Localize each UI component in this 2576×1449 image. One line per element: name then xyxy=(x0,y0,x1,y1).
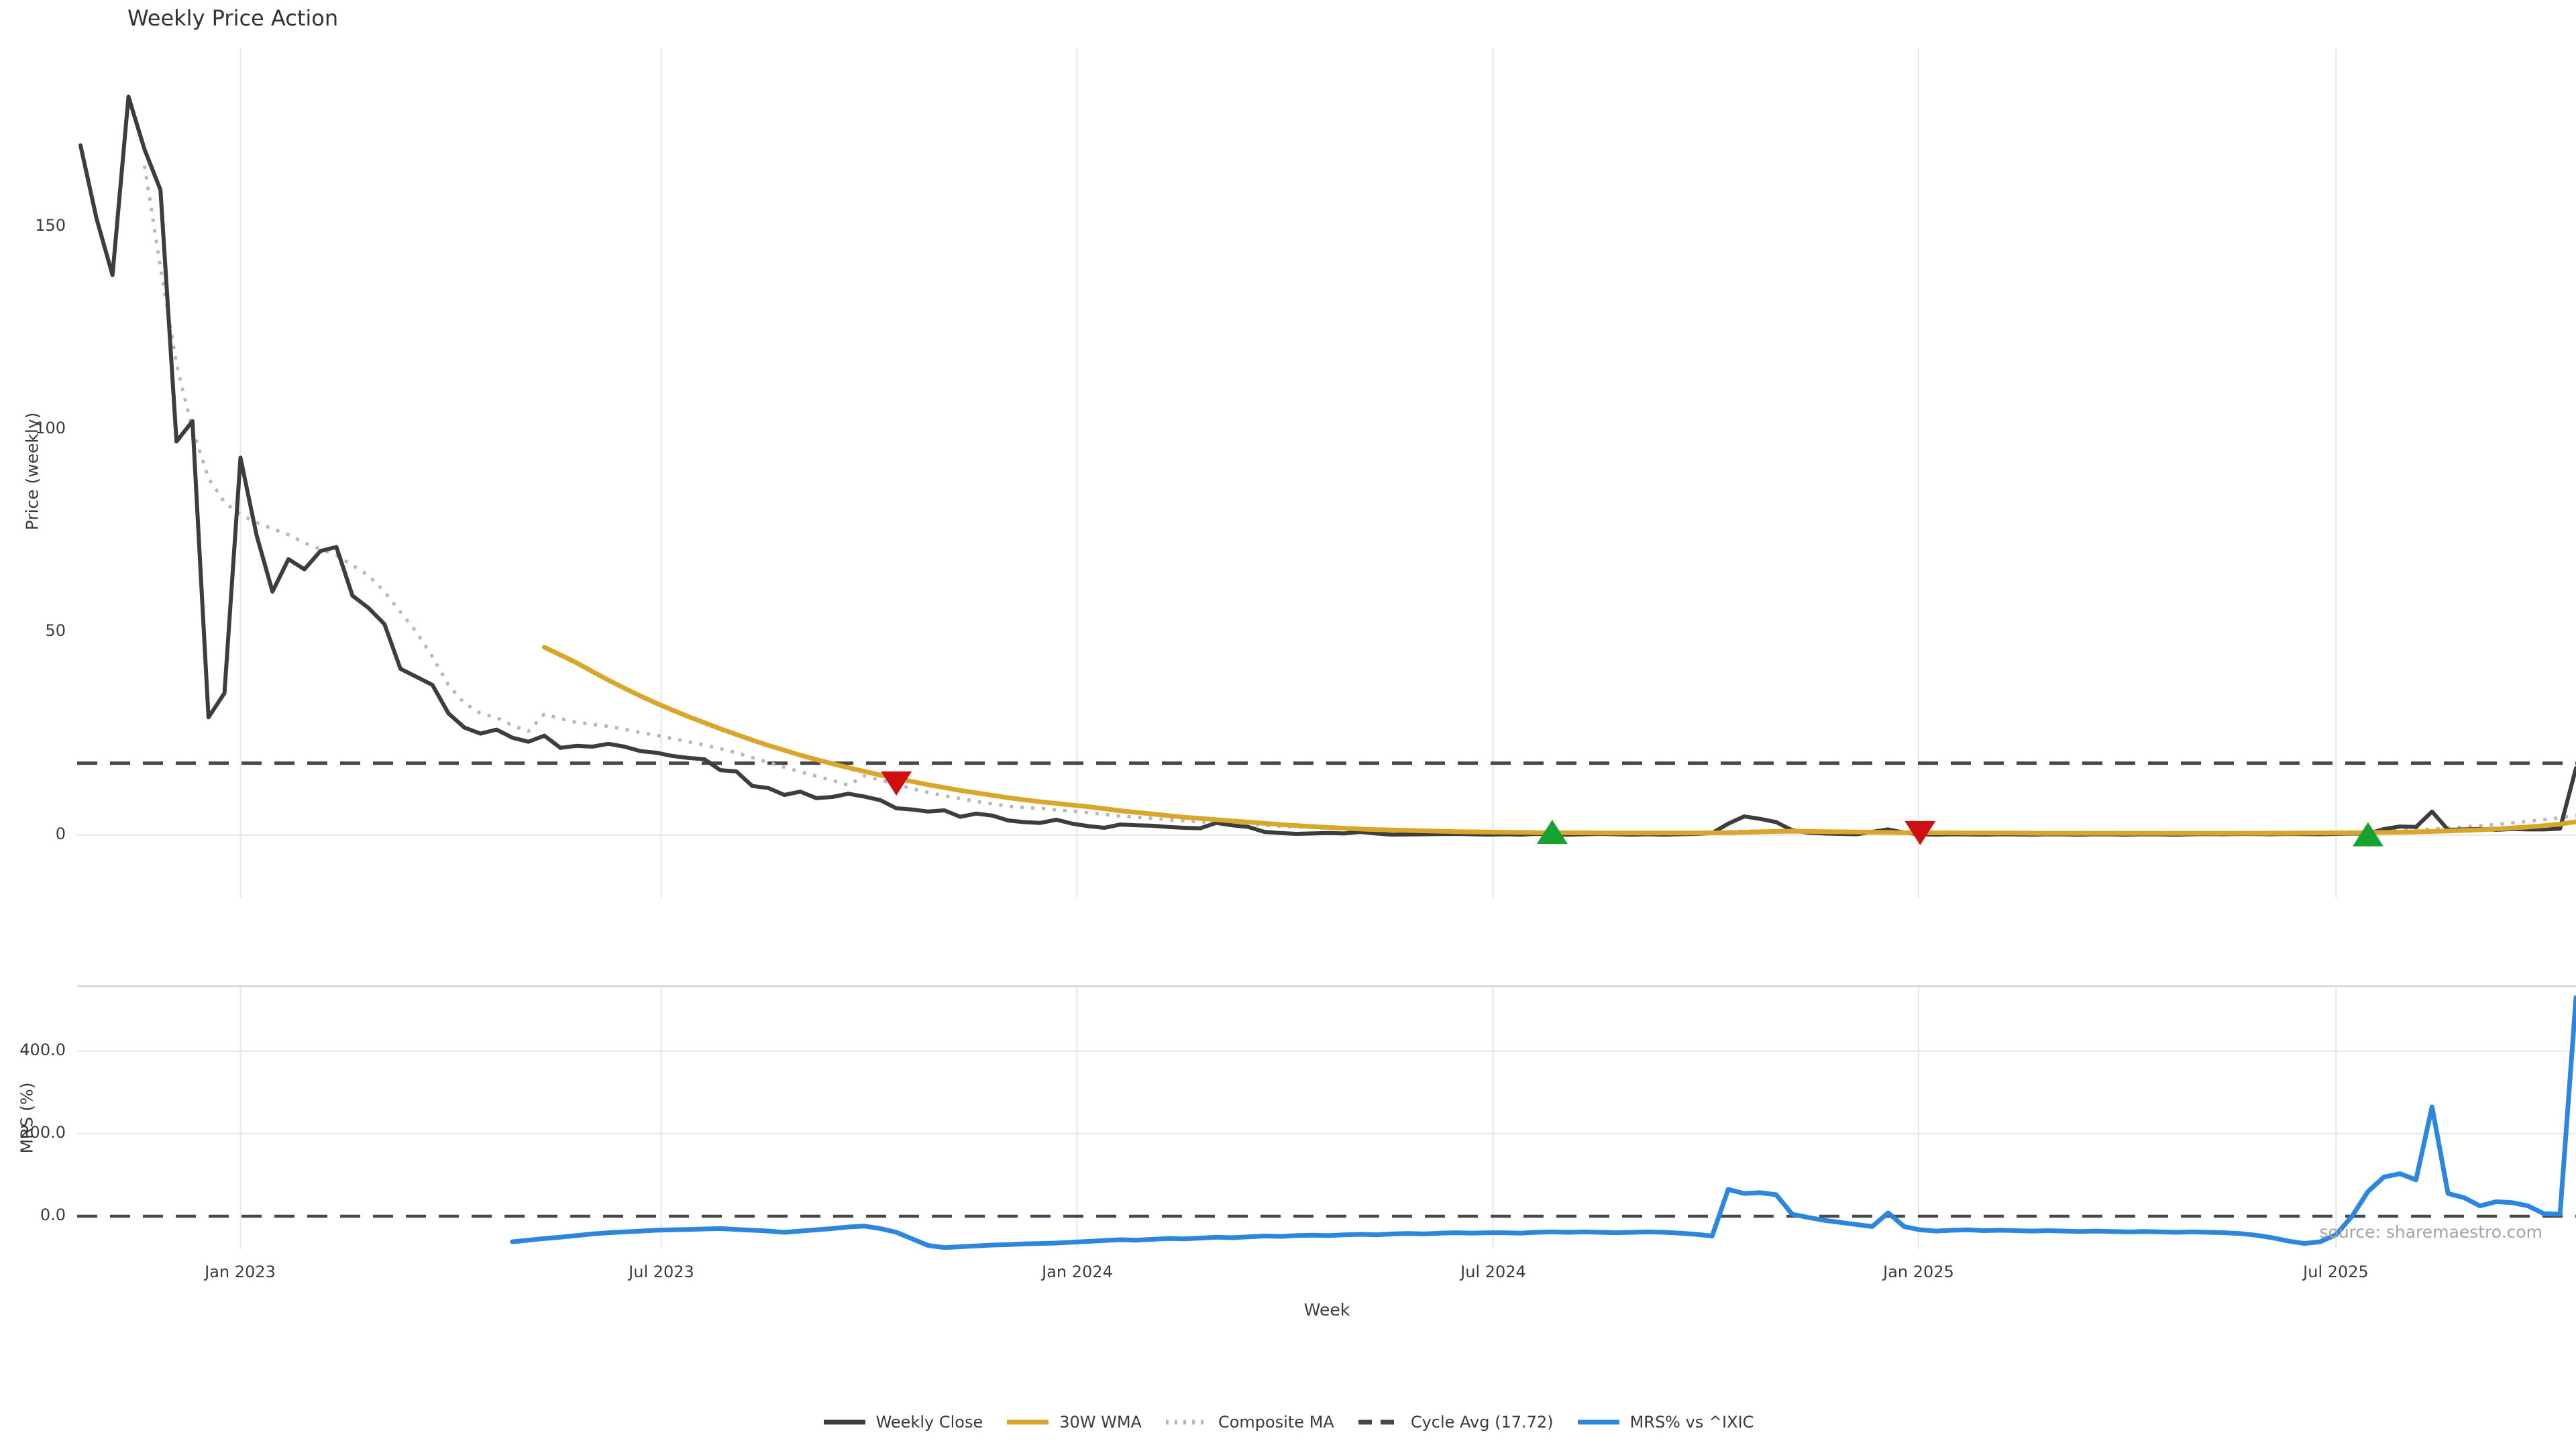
legend-item-cycle-avg-17-72-: Cycle Avg (17.72) xyxy=(1357,1413,1554,1432)
mrs-vs-ixic-line xyxy=(510,995,2576,1250)
y-tick-label: 150 xyxy=(35,216,66,235)
legend-swatch-icon xyxy=(1577,1419,1619,1425)
x-tick-label: Jan 2024 xyxy=(1042,1263,1113,1281)
legend-label: Cycle Avg (17.72) xyxy=(1410,1413,1554,1432)
mrs-panel xyxy=(77,985,2576,1250)
composite-ma-line xyxy=(142,165,2576,835)
weekly-close-line xyxy=(78,95,2576,837)
legend-label: 30W WMA xyxy=(1059,1413,1142,1432)
x-tick-label: Jan 2023 xyxy=(205,1263,276,1281)
y-tick-label: 100 xyxy=(35,419,66,437)
buy-signal-marker-icon xyxy=(1536,820,1568,845)
y-tick-label: 0.0 xyxy=(40,1205,66,1224)
buy-signal-marker-icon xyxy=(2353,822,2383,847)
legend-item-weekly-close: Weekly Close xyxy=(822,1413,983,1432)
price-panel xyxy=(77,48,2576,898)
legend-item-30w-wma: 30W WMA xyxy=(1006,1413,1142,1432)
x-axis-label: Week xyxy=(1303,1300,1350,1320)
y-tick-label: 400.0 xyxy=(19,1040,66,1059)
chart-legend: Weekly Close 30W WMA Composite MA Cycle Avg… xyxy=(0,1413,2576,1432)
legend-swatch-icon xyxy=(823,1419,865,1425)
y-tick-label: 0 xyxy=(55,824,66,843)
legend-swatch-icon xyxy=(1165,1419,1208,1425)
legend-label: Weekly Close xyxy=(875,1413,983,1432)
30w-wma-line xyxy=(542,645,2576,836)
mrs-y-axis-label: MRS (%) xyxy=(17,1082,37,1154)
source-watermark: source: sharemaestro.com xyxy=(2319,1222,2543,1242)
legend-swatch-icon xyxy=(1007,1419,1049,1425)
y-tick-label: 200.0 xyxy=(19,1123,66,1142)
x-tick-label: Jul 2023 xyxy=(629,1263,694,1281)
legend-item-mrs-vs-ixic: MRS% vs ^IXIC xyxy=(1576,1413,1754,1432)
sell-signal-marker-icon xyxy=(881,771,912,796)
x-tick-label: Jan 2025 xyxy=(1883,1263,1954,1281)
x-tick-label: Jul 2025 xyxy=(2303,1263,2369,1281)
x-tick-label: Jul 2024 xyxy=(1460,1263,1526,1281)
legend-label: MRS% vs ^IXIC xyxy=(1629,1413,1754,1432)
y-tick-label: 50 xyxy=(45,621,66,640)
sell-signal-marker-icon xyxy=(1904,820,1936,845)
legend-swatch-icon xyxy=(1358,1419,1400,1425)
legend-item-composite-ma: Composite MA xyxy=(1165,1413,1334,1432)
legend-label: Composite MA xyxy=(1218,1413,1334,1432)
chart-title: Weekly Price Action xyxy=(127,5,339,31)
